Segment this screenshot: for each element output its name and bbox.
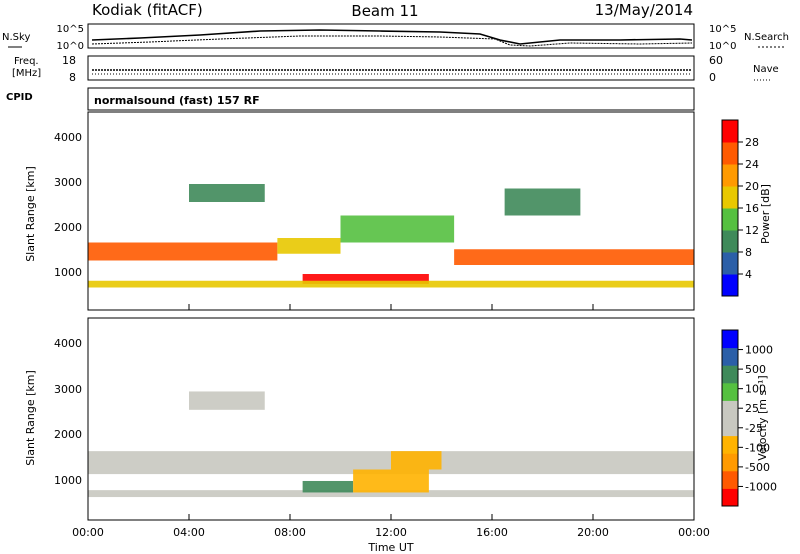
beam-title: Beam 11 xyxy=(351,2,418,20)
colorbar-swatch xyxy=(722,435,738,454)
velocity-y-tick: 2000 xyxy=(54,428,82,441)
colorbar-swatch xyxy=(722,453,738,472)
station-title: Kodiak (fitACF) xyxy=(92,1,203,19)
velocity-colorbar-frame xyxy=(721,329,739,507)
data-band xyxy=(88,490,694,498)
colorbar-tick-label: -100 xyxy=(745,441,770,454)
colorbar-swatch xyxy=(722,252,738,275)
noise-right-tick-top: 10^5 xyxy=(709,24,736,35)
colorbar-swatch xyxy=(722,208,738,231)
data-band xyxy=(277,238,341,254)
data-band xyxy=(353,469,429,493)
noise-search-trace xyxy=(91,35,693,47)
velocity-y-tick: 1000 xyxy=(54,474,82,487)
data-band xyxy=(189,184,265,202)
colorbar-tick-label: -500 xyxy=(745,461,770,474)
freq-left-label-1: Freq. xyxy=(14,56,39,67)
colorbar-swatch xyxy=(722,186,738,209)
colorbar-tick-label: 500 xyxy=(745,363,766,376)
data-band xyxy=(340,215,455,243)
data-band xyxy=(391,451,442,470)
power-y-tick: 1000 xyxy=(54,266,82,279)
colorbar-tick-label: -25 xyxy=(745,422,763,435)
colorbar-tick-label: 24 xyxy=(745,158,759,171)
power-y-tick: 4000 xyxy=(54,131,82,144)
freq-left-label-2: [MHz] xyxy=(12,68,41,79)
cpid-panel xyxy=(87,87,695,111)
power-colorbar-label: Power [dB] xyxy=(759,184,772,244)
power-colorbar xyxy=(722,120,738,297)
x-tick-label: 04:00 xyxy=(173,526,205,539)
x-tick-label: 00:00 xyxy=(72,526,104,539)
x-tick-label: 00:00 xyxy=(678,526,710,539)
noise-left-label: N.Sky xyxy=(2,32,30,43)
noise-right-tick-bottom: 10^0 xyxy=(709,41,736,52)
colorbar-tick-label: 4 xyxy=(745,268,752,281)
x-axis-label: Time UT xyxy=(367,541,413,554)
nave-right-label: Nave xyxy=(753,64,779,75)
power-y-tick: 3000 xyxy=(54,176,82,189)
cpid-label: CPID xyxy=(6,92,33,103)
colorbar-swatch xyxy=(722,230,738,253)
colorbar-tick-label: 25 xyxy=(745,402,759,415)
colorbar-swatch xyxy=(722,382,738,401)
velocity-y-label: Slant Range [km] xyxy=(24,370,37,466)
colorbar-swatch xyxy=(722,274,738,297)
data-band xyxy=(454,249,694,265)
colorbar-swatch xyxy=(722,365,738,384)
noise-left-tick-bottom: 10^0 xyxy=(57,41,84,52)
colorbar-swatch xyxy=(722,330,738,349)
date-title: 13/May/2014 xyxy=(595,1,693,19)
colorbar-swatch xyxy=(722,347,738,366)
colorbar-tick-label: 8 xyxy=(745,246,752,259)
power-colorbar-ticks: 28 24 20 16 12 8 4 xyxy=(738,136,759,281)
colorbar-tick-label: 100 xyxy=(745,383,766,396)
data-band xyxy=(88,280,694,288)
power-plot-area xyxy=(88,184,694,288)
data-band xyxy=(504,188,581,216)
velocity-colorbar-label: Velocity [m s⁻¹] xyxy=(756,375,769,460)
colorbar-swatch xyxy=(722,470,738,489)
power-y-tick: 2000 xyxy=(54,221,82,234)
nave-right-tick-bottom: 0 xyxy=(709,71,716,84)
colorbar-tick-label: 28 xyxy=(745,136,759,149)
velocity-colorbar-ticks: 1000 500 100 25 -25 -100 -500 -1000 xyxy=(738,344,777,493)
velocity-y-tick: 3000 xyxy=(54,383,82,396)
velocity-plot-area xyxy=(88,391,694,498)
colorbar-tick-label: 12 xyxy=(745,224,759,237)
x-tick-label: 08:00 xyxy=(274,526,306,539)
noise-panel xyxy=(87,23,695,49)
noise-sky-trace xyxy=(91,29,693,45)
x-axis-ticks: 00:00 04:00 08:00 12:00 16:00 20:00 00:00 xyxy=(72,304,710,539)
noise-right-label: N.Search xyxy=(744,32,789,43)
nave-right-tick-top: 60 xyxy=(709,54,723,67)
x-tick-label: 16:00 xyxy=(476,526,508,539)
colorbar-tick-label: -1000 xyxy=(745,480,777,493)
data-band xyxy=(302,274,429,284)
data-band xyxy=(88,242,278,261)
freq-left-tick-bottom: 8 xyxy=(69,71,76,84)
colorbar-swatch xyxy=(722,164,738,187)
freq-panel xyxy=(87,55,695,81)
colorbar-swatch xyxy=(722,400,738,419)
colorbar-tick-label: 20 xyxy=(745,180,759,193)
data-band xyxy=(302,480,354,493)
velocity-colorbar xyxy=(722,330,738,507)
cpid-value: normalsound (fast) 157 RF xyxy=(94,94,260,107)
power-y-label: Slant Range [km] xyxy=(24,166,37,262)
noise-left-tick-top: 10^5 xyxy=(57,24,84,35)
colorbar-swatch xyxy=(722,488,738,507)
colorbar-tick-label: 1000 xyxy=(745,344,773,357)
colorbar-tick-label: 16 xyxy=(745,202,759,215)
x-tick-label: 12:00 xyxy=(375,526,407,539)
velocity-y-tick: 4000 xyxy=(54,337,82,350)
freq-left-tick-top: 18 xyxy=(62,54,76,67)
colorbar-swatch xyxy=(722,142,738,165)
colorbar-swatch xyxy=(722,418,738,437)
data-band xyxy=(189,391,265,410)
x-tick-label: 20:00 xyxy=(577,526,609,539)
colorbar-swatch xyxy=(722,120,738,143)
